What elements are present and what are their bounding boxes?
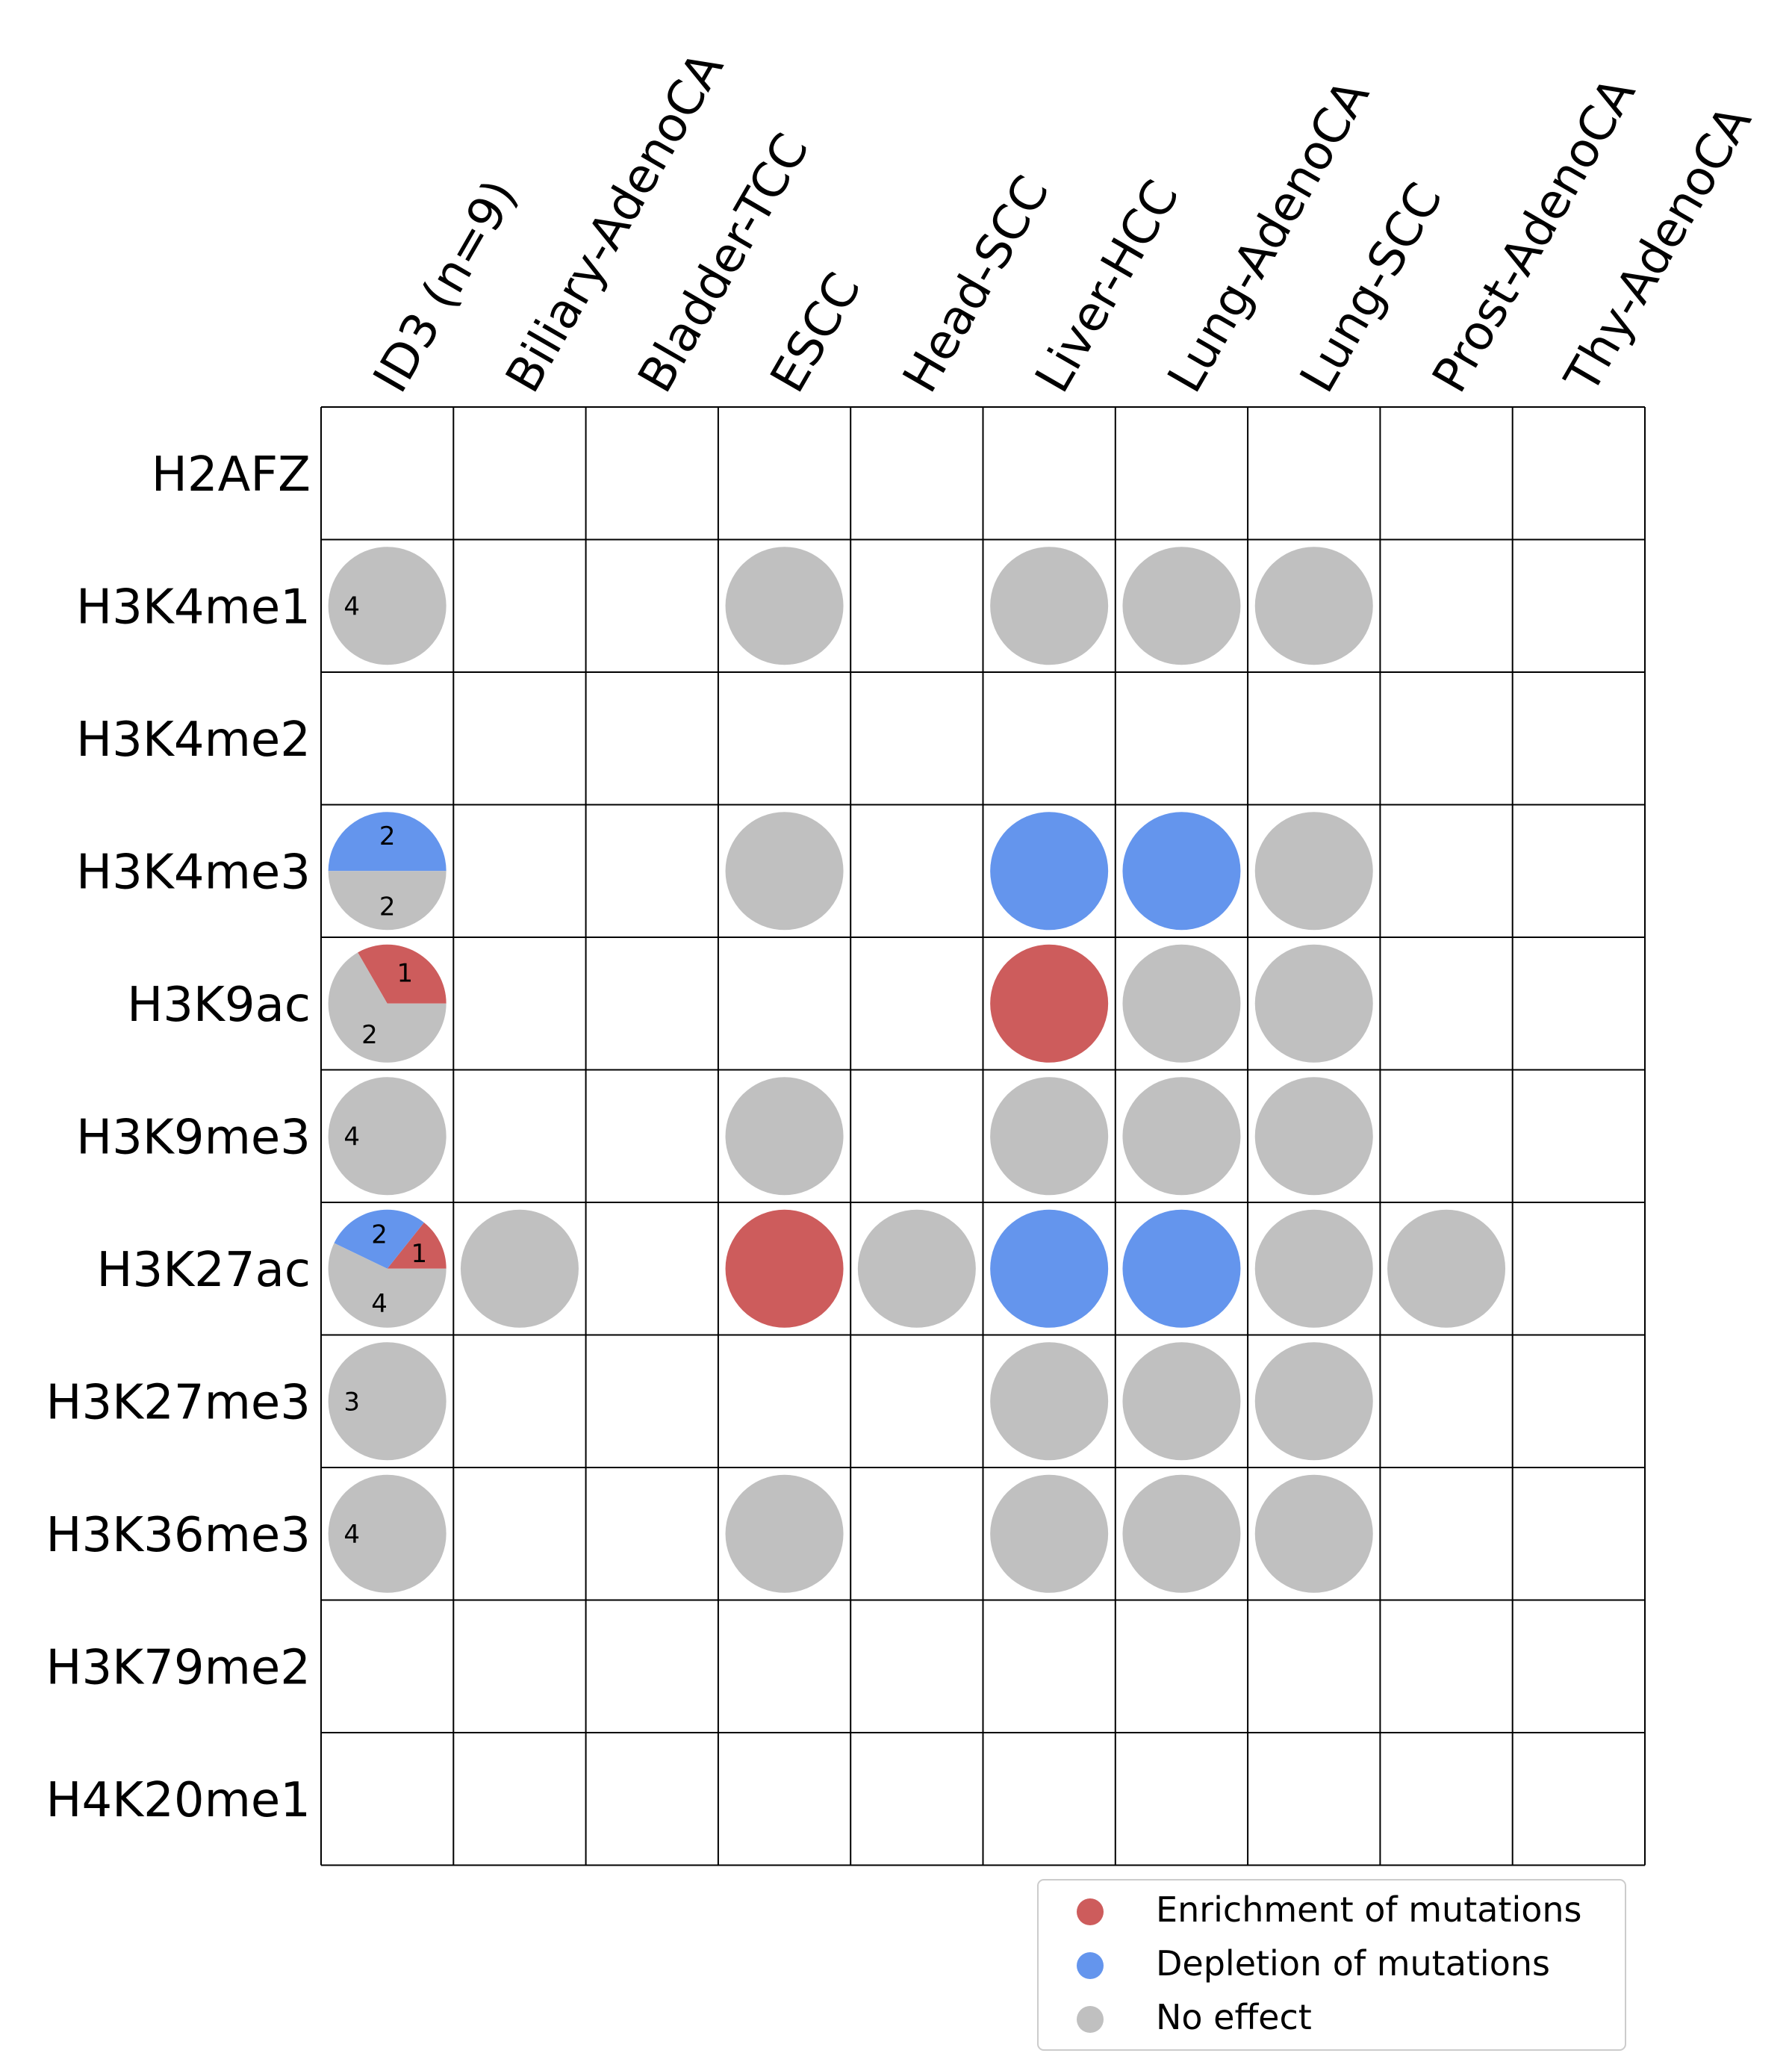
cell-h3k27ac-id3-n-9-enrichment-slice [387, 1222, 447, 1269]
cell-h3k36me3-liver-hcc-no-effect-dot [990, 1474, 1109, 1593]
cell-h3k9ac-id3-n-9-no-effect-count-label: 2 [361, 1020, 378, 1050]
cell-h3k9me3-id3-n-9-no-effect-slice [328, 1077, 447, 1196]
row-label-h3k27ac: H3K27ac [96, 1243, 311, 1298]
row-label-h3k36me3: H3K36me3 [46, 1508, 311, 1563]
row-label-h3k4me1: H3K4me1 [76, 580, 311, 635]
cell-h3k4me3-lung-scc-no-effect-dot [1254, 812, 1373, 931]
cell-h3k36me3-id3-n-9-no-effect-slice [328, 1474, 447, 1593]
cell-h3k27ac-id3-n-9-no-effect-slice [328, 1243, 447, 1328]
cell-h3k27ac-id3-n-9-depletion-slice [334, 1209, 424, 1269]
cell-h3k4me1-id3-n-9-no-effect-slice [328, 547, 447, 665]
cell-h3k4me3-escc-no-effect-dot [725, 812, 844, 931]
cell-h3k27ac-prost-adenoca-no-effect-dot [1387, 1209, 1506, 1328]
cell-h3k4me3-id3-n-9-depletion-slice [328, 812, 447, 872]
legend-marker-enrichment [1077, 1898, 1104, 1925]
cell-h3k4me3-lung-adenoca-depletion-dot [1122, 812, 1241, 931]
cell-h3k27me3-liver-hcc-no-effect-dot [990, 1342, 1109, 1461]
legend-frame [1037, 1879, 1626, 2051]
row-label-h4k20me1: H4K20me1 [46, 1773, 311, 1828]
cell-h3k9ac-id3-n-9-no-effect-slice [328, 952, 447, 1063]
cell-h3k9me3-id3-n-9-no-effect-count-label: 4 [343, 1122, 360, 1152]
legend-label-enrichment: Enrichment of mutations [1156, 1889, 1582, 1930]
cell-h3k9me3-liver-hcc-no-effect-dot [990, 1077, 1109, 1196]
cell-h3k36me3-lung-scc-no-effect-dot [1254, 1474, 1373, 1593]
column-label-escc: ESCC [760, 264, 871, 402]
cell-h3k4me1-liver-hcc-no-effect-dot [990, 547, 1109, 665]
cell-h3k36me3-escc-no-effect-dot [725, 1474, 844, 1593]
row-label-h3k9me3: H3K9me3 [76, 1110, 311, 1165]
row-label-h3k9ac: H3K9ac [127, 978, 311, 1033]
legend-label-depletion: Depletion of mutations [1156, 1943, 1550, 1984]
cell-h3k27ac-lung-adenoca-depletion-dot [1122, 1209, 1241, 1328]
legend-label-no-effect: No effect [1156, 1997, 1312, 2037]
cell-h3k27ac-lung-scc-no-effect-dot [1254, 1209, 1373, 1328]
row-label-h3k4me3: H3K4me3 [76, 845, 311, 900]
legend-marker-no-effect [1077, 2006, 1104, 2033]
cell-h3k27me3-lung-adenoca-no-effect-dot [1122, 1342, 1241, 1461]
cell-h3k4me3-id3-n-9-depletion-count-label: 2 [379, 822, 396, 851]
cell-h3k9me3-lung-adenoca-no-effect-dot [1122, 1077, 1241, 1196]
cell-h3k27me3-id3-n-9-no-effect-slice [328, 1342, 447, 1461]
cell-h3k27ac-id3-n-9-no-effect-count-label: 4 [371, 1289, 388, 1319]
cell-h3k9ac-liver-hcc-enrichment-dot [990, 944, 1109, 1063]
row-label-h3k27me3: H3K27me3 [46, 1375, 311, 1430]
row-labels: H2AFZ H3K4me1 H3K4me2 H3K4me3 H3K9ac H3K9me3 H… [46, 447, 311, 1828]
legend-marker-depletion [1077, 1952, 1104, 1979]
grid [320, 406, 1646, 1866]
cell-h3k4me1-lung-scc-no-effect-dot [1254, 547, 1373, 665]
row-label-h3k79me2: H3K79me2 [46, 1640, 311, 1695]
cell-h3k4me1-escc-no-effect-dot [725, 547, 844, 665]
cell-h3k36me3-id3-n-9-no-effect-count-label: 4 [343, 1520, 360, 1550]
cell-h3k4me3-id3-n-9-no-effect-slice [328, 871, 447, 931]
cell-h3k4me3-liver-hcc-depletion-dot [990, 812, 1109, 931]
cell-h3k4me1-id3-n-9-no-effect-count-label: 4 [343, 591, 360, 621]
cell-h3k4me1-lung-adenoca-no-effect-dot [1122, 547, 1241, 665]
row-label-h3k4me2: H3K4me2 [76, 712, 311, 768]
cell-h3k9me3-lung-scc-no-effect-dot [1254, 1077, 1373, 1196]
cell-h3k27me3-lung-scc-no-effect-dot [1254, 1342, 1373, 1461]
cell-h3k27ac-biliary-adenoca-no-effect-dot [460, 1209, 579, 1328]
cell-h3k27ac-escc-enrichment-dot [725, 1209, 844, 1328]
cell-h3k27ac-id3-n-9-enrichment-count-label: 1 [411, 1239, 428, 1269]
cell-h3k27ac-id3-n-9-depletion-count-label: 2 [371, 1220, 388, 1250]
cell-h3k9ac-id3-n-9-enrichment-count-label: 1 [397, 959, 414, 989]
cell-h3k27me3-id3-n-9-no-effect-count-label: 3 [343, 1387, 360, 1417]
row-label-h2afz: H2AFZ [152, 447, 311, 503]
cell-h3k9ac-lung-adenoca-no-effect-dot [1122, 944, 1241, 1063]
cell-h3k4me3-id3-n-9-no-effect-count-label: 2 [379, 892, 396, 922]
cell-h3k27ac-liver-hcc-depletion-dot [990, 1209, 1109, 1328]
cell-h3k9ac-id3-n-9-enrichment-slice [358, 944, 447, 1004]
cell-h3k9ac-lung-scc-no-effect-dot [1254, 944, 1373, 1063]
cell-h3k36me3-lung-adenoca-no-effect-dot [1122, 1474, 1241, 1593]
cell-h3k27ac-head-scc-no-effect-dot [857, 1209, 976, 1328]
cell-h3k9me3-escc-no-effect-dot [725, 1077, 844, 1196]
legend: Enrichment of mutations Depletion of mut… [1037, 1879, 1626, 2051]
